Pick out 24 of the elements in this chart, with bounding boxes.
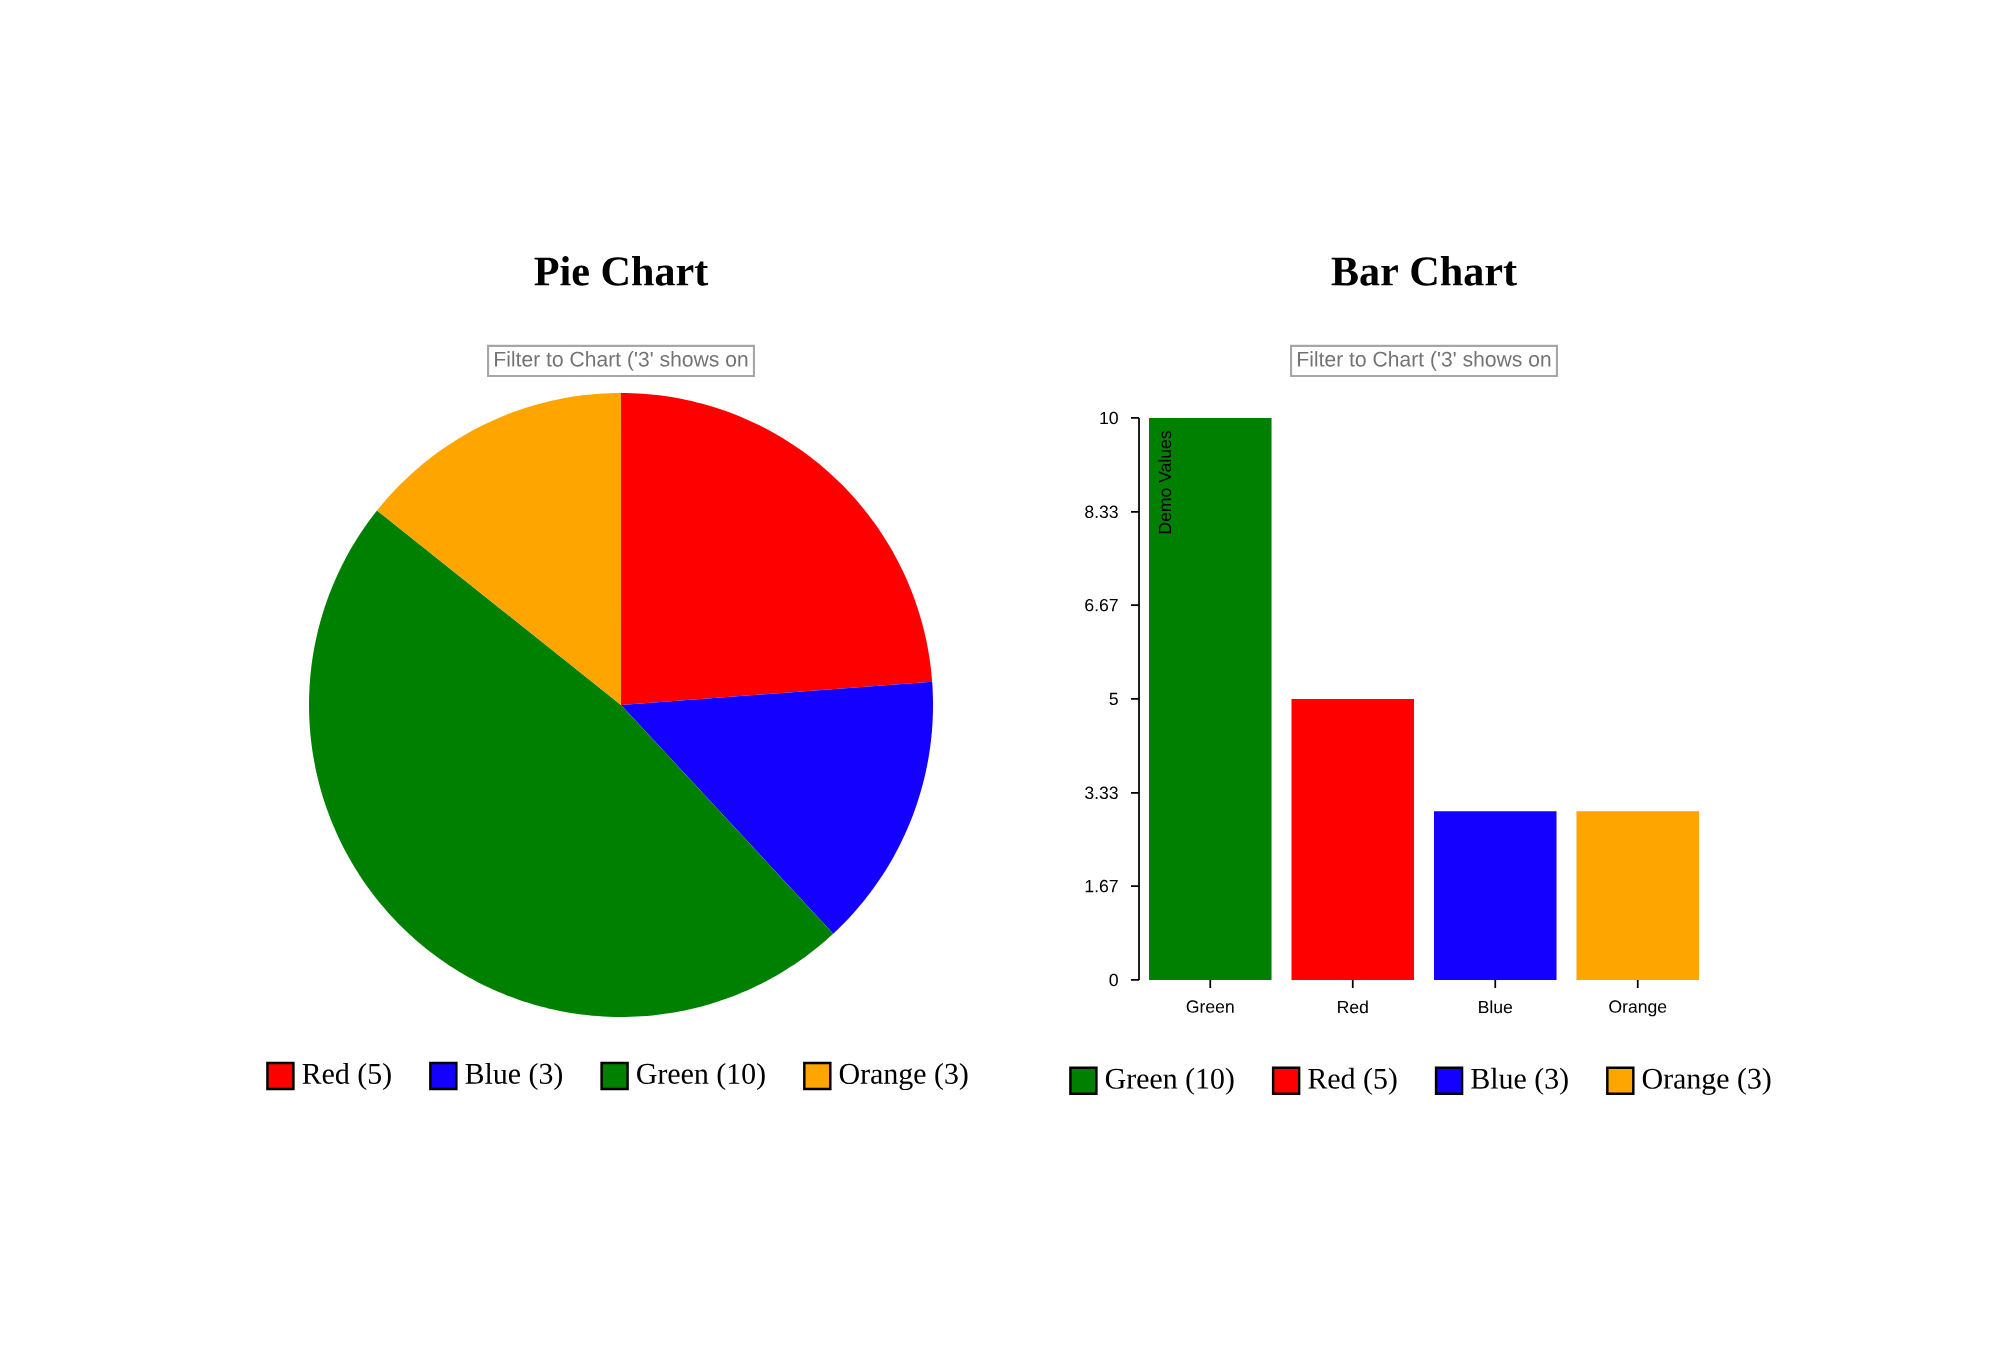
text: Filter to Chart ('3' shows on (495, 351, 748, 371)
y-tick-label: 8.33 (1085, 505, 1118, 519)
legend-label: Green (10) (1105, 1067, 1234, 1095)
legend-label: Orange (3) (839, 1062, 968, 1091)
y-tick-label: 3.33 (1085, 786, 1118, 800)
chart-title: Bar Chart (1331, 256, 1517, 286)
y-tick-label: 0 (1109, 973, 1118, 987)
legend-label: Blue (3) (465, 1062, 563, 1091)
legend-label: Green (10) (637, 1062, 765, 1091)
chart-title: Pie Chart (534, 256, 709, 286)
legend-label: Red (5) (1308, 1067, 1397, 1095)
y-tick-label: 6.67 (1085, 598, 1118, 612)
legend-label: Orange (3) (1642, 1067, 1771, 1095)
x-tick-label: Red (1338, 1000, 1368, 1014)
y-axis-title: Demo Values (1158, 431, 1172, 534)
text: Filter to Chart ('3' shows on (1298, 351, 1551, 371)
y-tick-label: 1.67 (1085, 879, 1118, 893)
x-tick-label: Blue (1479, 1000, 1513, 1014)
y-tick-label: 10 (1100, 411, 1118, 425)
legend-label: Blue (3) (1471, 1067, 1568, 1095)
y-tick-label: 5 (1109, 692, 1118, 706)
x-tick-label: Green (1186, 1000, 1234, 1013)
x-tick-label: Orange (1609, 1000, 1667, 1017)
legend-label: Red (5) (302, 1062, 391, 1091)
